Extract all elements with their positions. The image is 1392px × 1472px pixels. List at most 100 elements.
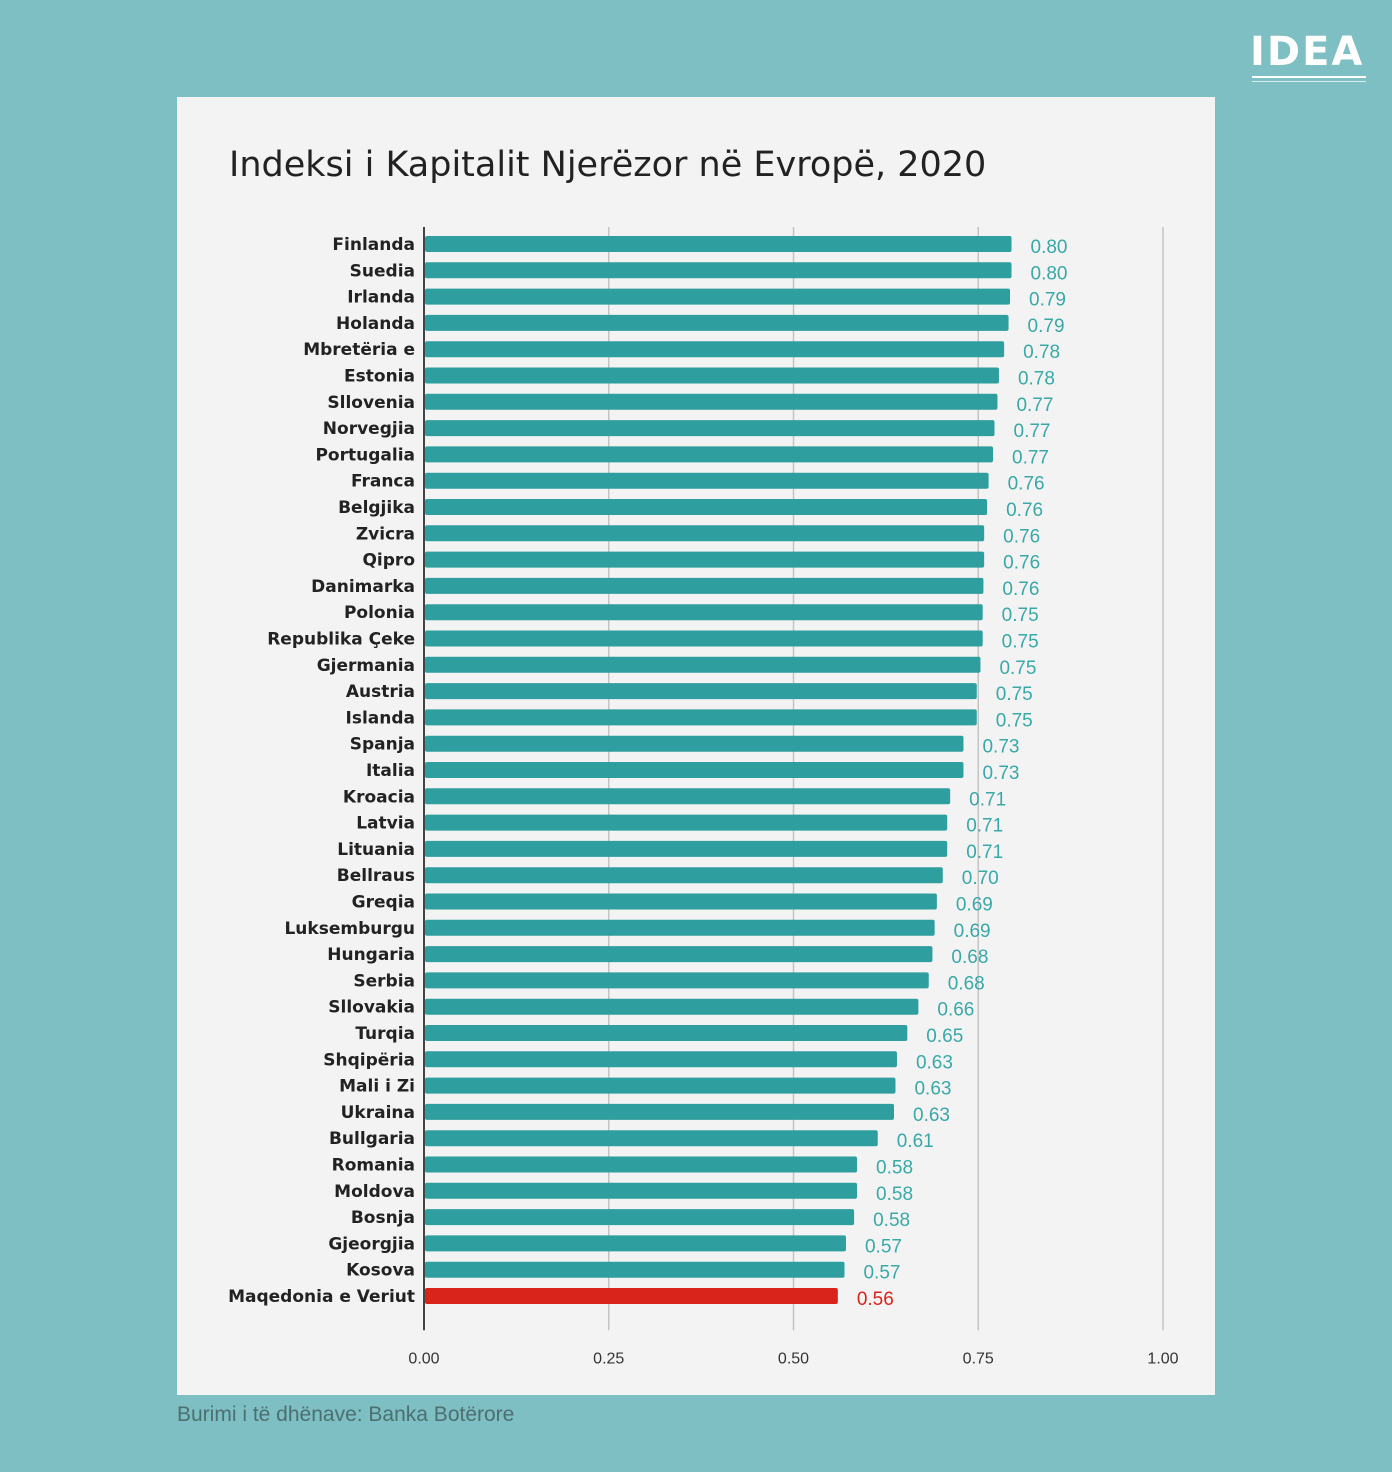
category-label: Turqia <box>355 1024 415 1044</box>
bar <box>425 499 988 515</box>
data-label: 0.58 <box>873 1210 910 1231</box>
category-label: Mbretëria e <box>303 340 415 360</box>
bar <box>425 1103 895 1120</box>
data-label: 0.76 <box>1006 500 1043 521</box>
category-label: Polonia <box>344 603 415 623</box>
x-tick-label: 1.00 <box>1147 1350 1178 1367</box>
category-label: Finlanda <box>332 235 415 255</box>
bar <box>425 604 983 621</box>
bar <box>425 420 995 437</box>
category-label: Romania <box>332 1156 415 1176</box>
data-label: 0.68 <box>951 947 988 968</box>
data-label: 0.71 <box>969 789 1006 810</box>
bar <box>425 472 989 489</box>
bar <box>425 1077 896 1094</box>
bar-chart: 0.00 0.25 0.50 0.75 1.00 Finlanda 0.80 Suedia 0.… <box>228 227 1179 1367</box>
logo-text: IDEA <box>1250 29 1365 75</box>
category-label: Gjermania <box>317 656 415 676</box>
data-label: 0.75 <box>1002 605 1039 626</box>
data-label: 0.77 <box>1014 421 1051 442</box>
bar <box>425 814 948 831</box>
bar <box>425 1130 878 1147</box>
x-tick-label: 0.00 <box>408 1350 439 1367</box>
data-label: 0.80 <box>1031 263 1068 284</box>
logo-underline <box>1252 76 1366 78</box>
data-label: 0.61 <box>897 1131 934 1152</box>
category-label: Kosova <box>346 1261 415 1281</box>
bar <box>425 1156 858 1173</box>
category-label: Shqipëria <box>323 1050 415 1070</box>
bar <box>425 735 964 752</box>
bar <box>425 998 919 1015</box>
bar <box>425 656 981 673</box>
data-label: 0.76 <box>1003 553 1040 574</box>
data-label: 0.78 <box>1018 369 1055 390</box>
category-label: Qipro <box>362 551 415 571</box>
data-label: 0.75 <box>999 658 1036 679</box>
bar <box>425 1288 838 1304</box>
bar <box>425 1025 908 1041</box>
category-label: Sllovenia <box>327 393 415 413</box>
data-label: 0.75 <box>996 684 1033 705</box>
category-label: Kroacia <box>343 787 415 807</box>
data-label: 0.69 <box>956 895 993 916</box>
data-label: 0.79 <box>1028 316 1065 337</box>
bar <box>425 867 943 884</box>
category-label: Maqedonia e Veriut <box>228 1287 415 1307</box>
data-label: 0.68 <box>948 973 985 994</box>
data-label: 0.73 <box>982 737 1019 758</box>
category-label: Norvegjia <box>323 419 415 439</box>
bar <box>425 1261 845 1278</box>
bar <box>425 630 983 647</box>
data-label: 0.76 <box>1002 579 1039 600</box>
data-label: 0.63 <box>913 1105 950 1126</box>
bar <box>425 1209 855 1226</box>
bar <box>425 893 937 910</box>
chart-panel: Indeksi i Kapitalit Njerëzor në Evropë, … <box>177 97 1215 1395</box>
category-label: Greqia <box>352 893 415 913</box>
bar <box>425 525 985 542</box>
x-tick-label: 0.75 <box>963 1350 994 1367</box>
data-label: 0.75 <box>1002 632 1039 653</box>
data-label: 0.58 <box>876 1158 913 1179</box>
data-label: 0.57 <box>865 1236 902 1257</box>
bar <box>425 1182 858 1199</box>
data-label: 0.71 <box>966 842 1003 863</box>
bar <box>425 446 994 463</box>
category-label: Hungaria <box>327 945 415 965</box>
data-label: 0.76 <box>1008 474 1045 495</box>
idea-logo: IDEA <box>1250 30 1368 86</box>
category-label: Zvicra <box>356 524 415 544</box>
data-label: 0.58 <box>876 1184 913 1205</box>
category-label: Portugalia <box>315 445 415 465</box>
category-label: Ukraina <box>341 1103 415 1123</box>
bar <box>425 236 1012 252</box>
bar <box>425 367 999 384</box>
bar <box>425 551 985 568</box>
bar <box>425 262 1012 279</box>
data-label: 0.70 <box>962 868 999 889</box>
bar <box>425 1051 897 1068</box>
bar <box>425 946 933 963</box>
bar <box>425 919 935 936</box>
category-label: Austria <box>346 682 415 702</box>
x-tick-label: 0.50 <box>778 1350 809 1367</box>
category-label: Belgjika <box>338 498 415 518</box>
category-label: Suedia <box>350 261 415 281</box>
category-label: Lituania <box>337 840 415 860</box>
data-label: 0.78 <box>1023 342 1060 363</box>
category-label: Latvia <box>356 814 415 834</box>
bar <box>425 788 951 805</box>
data-label: 0.66 <box>937 1000 974 1021</box>
data-label: 0.77 <box>1012 447 1049 468</box>
category-label: Republika Çeke <box>267 630 415 650</box>
category-label: Spanja <box>350 735 415 755</box>
data-label: 0.63 <box>916 1052 953 1073</box>
bar <box>425 972 929 989</box>
category-label: Serbia <box>353 971 415 991</box>
category-label: Luksemburgu <box>284 919 415 939</box>
data-label: 0.57 <box>863 1263 900 1284</box>
bar <box>425 683 977 700</box>
bar <box>425 762 964 778</box>
category-label: Estonia <box>344 367 415 387</box>
